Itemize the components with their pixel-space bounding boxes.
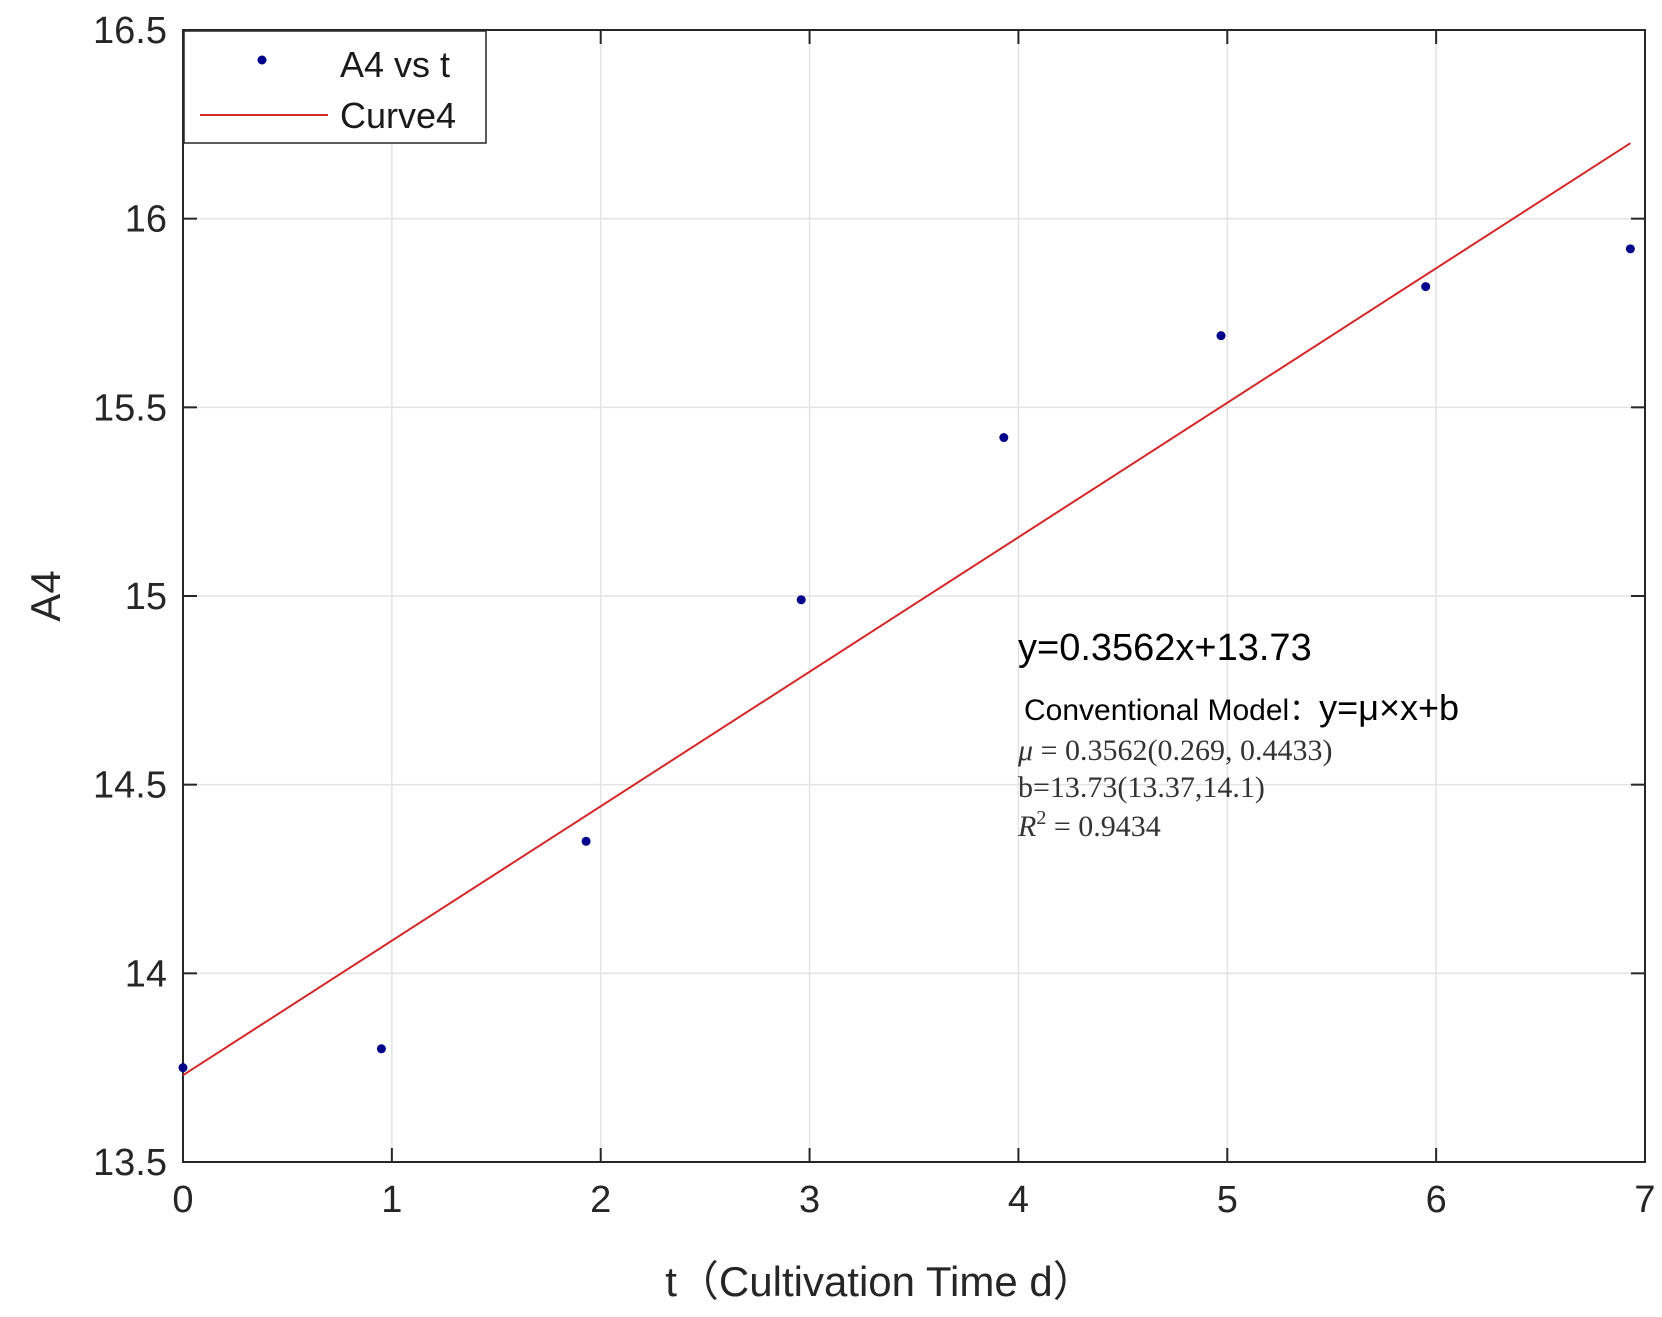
- y-axis-ticks: 13.5 14 14.5 15 15.5 16 16.5: [93, 10, 1645, 1184]
- x-tick-label: 5: [1217, 1179, 1238, 1221]
- model-formula: y=μ×x+b: [1319, 687, 1459, 728]
- legend-box: [183, 30, 487, 144]
- x-axis-ticks: 0 1 2 3 4 5 6 7: [172, 30, 1656, 1221]
- r-squared: R2 = 0.9434: [1017, 807, 1161, 843]
- x-tick-label: 4: [1008, 1179, 1029, 1221]
- legend-label-line: Curve4: [340, 95, 456, 136]
- x-tick-label: 3: [799, 1179, 820, 1221]
- x-tick-label: 1: [381, 1179, 402, 1221]
- legend-marker-scatter: [257, 55, 267, 65]
- fit-line: [182, 142, 1631, 1077]
- x-axis-label: t（Cultivation Time d）: [665, 1258, 1094, 1305]
- data-point: [376, 1044, 386, 1054]
- model-description: Conventional Model：y=μ×x+b: [1024, 687, 1459, 728]
- fit-equation: y=0.3562x+13.73: [1018, 627, 1312, 669]
- y-tick-label: 13.5: [93, 1142, 167, 1184]
- r2-superscript: 2: [1036, 807, 1046, 829]
- data-point: [1625, 244, 1635, 254]
- y-axis-label: A4: [22, 570, 69, 621]
- x-tick-label: 2: [590, 1179, 611, 1221]
- r2-symbol: R: [1017, 810, 1036, 843]
- x-tick-label: 6: [1426, 1179, 1447, 1221]
- y-tick-label: 14.5: [93, 765, 167, 807]
- data-point: [1216, 331, 1226, 341]
- model-prefix: Conventional Model：: [1024, 694, 1319, 727]
- data-point: [178, 1063, 188, 1073]
- legend: A4 vs t Curve4: [183, 30, 487, 144]
- data-point: [581, 836, 591, 846]
- mu-symbol: μ: [1017, 734, 1033, 767]
- data-point: [999, 433, 1009, 443]
- y-tick-label: 15: [125, 576, 167, 618]
- mu-estimate: μ = 0.3562(0.269, 0.4433): [1017, 734, 1332, 767]
- y-tick-label: 16.5: [93, 10, 167, 52]
- grid-lines: [183, 30, 1645, 1162]
- fit-annotation: y=0.3562x+13.73 Conventional Model：y=μ×x…: [1017, 627, 1459, 843]
- y-tick-label: 15.5: [93, 387, 167, 429]
- y-tick-label: 16: [125, 199, 167, 241]
- mu-value: = 0.3562(0.269, 0.4433): [1033, 734, 1332, 767]
- legend-label-scatter: A4 vs t: [340, 44, 450, 85]
- b-estimate: b=13.73(13.37,14.1): [1018, 771, 1265, 804]
- data-points: [178, 244, 1635, 1073]
- data-point: [796, 595, 806, 605]
- x-tick-label: 7: [1634, 1179, 1655, 1221]
- fit-line-group: [182, 142, 1631, 1077]
- y-tick-label: 14: [125, 953, 167, 995]
- r2-value: = 0.9434: [1046, 810, 1160, 843]
- data-point: [1421, 282, 1431, 292]
- x-tick-label: 0: [172, 1179, 193, 1221]
